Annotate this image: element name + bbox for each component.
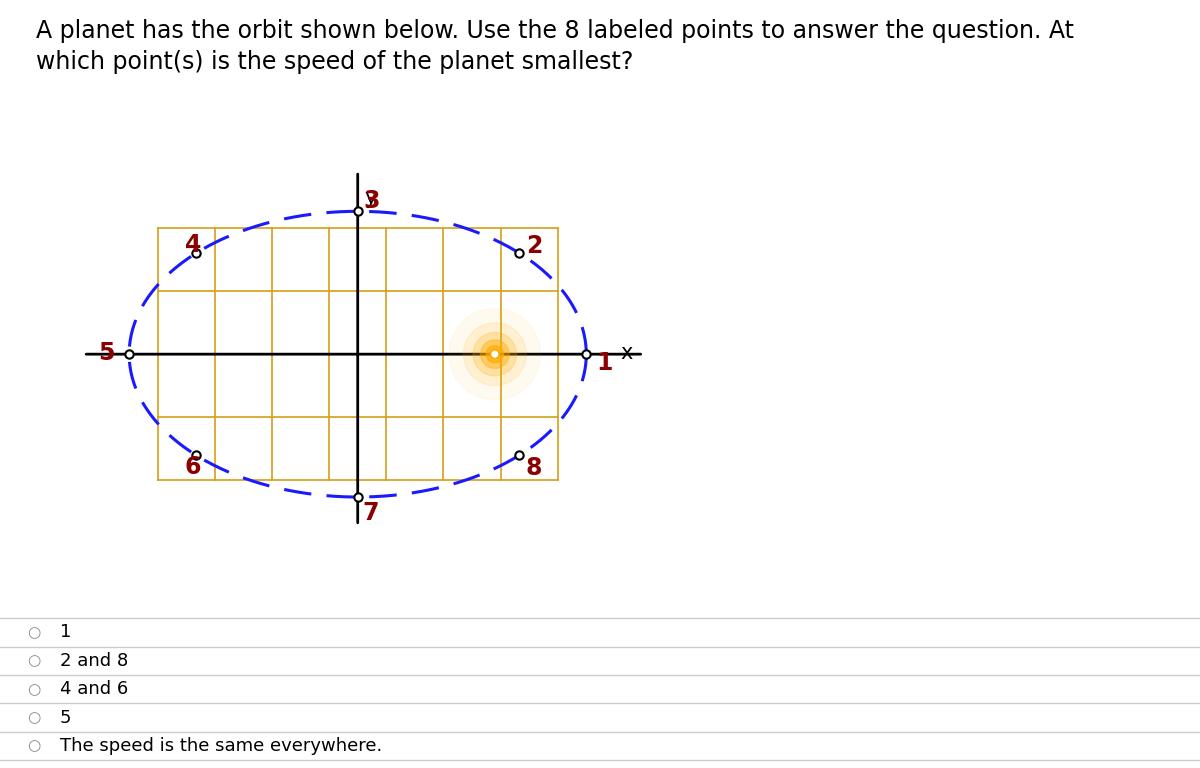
Circle shape <box>473 333 516 376</box>
Text: which point(s) is the speed of the planet smallest?: which point(s) is the speed of the plane… <box>36 50 634 74</box>
Text: ○: ○ <box>26 710 41 725</box>
Text: 1: 1 <box>596 351 613 375</box>
Text: 1: 1 <box>60 624 71 641</box>
Circle shape <box>486 346 504 362</box>
Circle shape <box>449 309 540 400</box>
Text: ○: ○ <box>26 654 41 668</box>
Text: The speed is the same everywhere.: The speed is the same everywhere. <box>60 737 383 755</box>
Text: y: y <box>365 188 377 208</box>
Text: x: x <box>620 343 632 362</box>
Text: 4 and 6: 4 and 6 <box>60 680 128 698</box>
Text: 8: 8 <box>526 455 541 480</box>
Text: ○: ○ <box>26 682 41 697</box>
Circle shape <box>480 340 509 369</box>
Circle shape <box>491 349 499 359</box>
Text: 5: 5 <box>97 341 114 365</box>
Text: 4: 4 <box>185 233 202 257</box>
Text: 7: 7 <box>362 501 379 525</box>
Text: 3: 3 <box>364 189 380 213</box>
Text: A planet has the orbit shown below. Use the 8 labeled points to answer the quest: A planet has the orbit shown below. Use … <box>36 19 1074 43</box>
Circle shape <box>463 323 527 386</box>
Text: ○: ○ <box>26 625 41 640</box>
Text: 6: 6 <box>185 455 202 478</box>
Circle shape <box>492 351 498 357</box>
Text: 5: 5 <box>60 709 72 727</box>
Text: 2 and 8: 2 and 8 <box>60 652 128 670</box>
Text: 2: 2 <box>526 234 542 258</box>
Text: ○: ○ <box>26 739 41 753</box>
